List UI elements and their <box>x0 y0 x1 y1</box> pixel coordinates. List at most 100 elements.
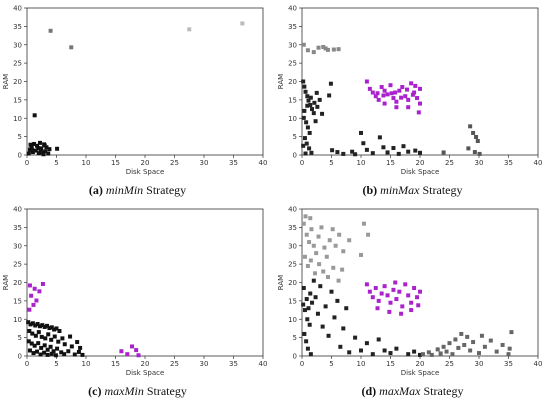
data-point <box>397 88 402 93</box>
data-point <box>308 352 313 357</box>
data-point <box>303 151 308 156</box>
data-point <box>361 141 366 146</box>
data-point <box>506 352 511 357</box>
caption-strategy-name: maxMin <box>104 384 144 398</box>
data-point <box>435 347 440 352</box>
data-point <box>316 45 321 50</box>
data-point <box>310 300 315 305</box>
x-tick-label: 5 <box>329 360 333 368</box>
data-point <box>301 115 306 120</box>
data-point <box>31 302 36 307</box>
data-point <box>359 348 363 353</box>
data-point <box>479 333 484 338</box>
data-point <box>45 323 50 328</box>
y-tick-label: 40 <box>13 206 22 214</box>
x-tick-label: 30 <box>200 360 209 368</box>
scatter-plot-b: 0 5 10 15 20 25 30 35 40 0 5 10 15 20 25 30 35 40 Disk Spa… <box>277 5 542 177</box>
chart-panel-a: 0 5 10 15 20 25 30 35 40 0 5 10 15 20 25 30 35 40 Disk Spa… <box>0 0 275 201</box>
data-point <box>344 306 349 311</box>
x-tick-label: 25 <box>170 360 179 368</box>
y-tick-label: 15 <box>13 96 22 104</box>
data-point <box>456 345 461 350</box>
data-point <box>393 90 398 95</box>
x-tick-label: 35 <box>229 159 238 167</box>
data-point <box>36 146 41 151</box>
data-point <box>477 151 482 156</box>
x-tick-label: 10 <box>82 159 91 167</box>
data-point <box>314 251 319 256</box>
data-point <box>46 332 51 337</box>
data-point <box>426 350 431 355</box>
data-point <box>47 326 52 331</box>
data-point <box>53 353 58 358</box>
y-tick-label: 10 <box>13 115 22 123</box>
data-point <box>406 352 411 357</box>
data-point <box>385 293 390 298</box>
data-point <box>303 214 308 219</box>
x-tick-label: 5 <box>54 159 58 167</box>
caption-b: (b) minMax Strategy <box>275 183 550 198</box>
data-point <box>347 350 352 355</box>
data-point <box>379 291 384 296</box>
y-tick-label: 25 <box>288 261 297 269</box>
x-tick-label: 40 <box>259 159 268 167</box>
data-point <box>418 352 422 357</box>
data-point <box>331 47 336 52</box>
data-point <box>393 280 398 285</box>
data-point <box>59 350 64 355</box>
data-point <box>311 111 316 116</box>
data-point <box>30 331 35 336</box>
y-tick-label: 15 <box>288 297 297 305</box>
y-tick-label: 0 <box>18 353 22 361</box>
data-point <box>382 101 387 106</box>
data-point <box>35 349 40 354</box>
data-point <box>447 341 452 346</box>
y-tick-label: 40 <box>288 206 297 214</box>
x-tick-label: 30 <box>200 159 209 167</box>
data-point <box>309 150 314 155</box>
data-point <box>305 48 310 53</box>
data-point <box>27 147 32 152</box>
data-point <box>337 232 342 237</box>
caption-tag: (b) <box>362 183 378 197</box>
data-point <box>40 281 45 286</box>
data-point <box>319 225 324 230</box>
data-point <box>304 120 309 125</box>
data-point <box>55 346 60 351</box>
y-tick-label: 20 <box>288 78 297 86</box>
caption-tag: (c) <box>88 384 102 398</box>
data-point <box>240 21 245 26</box>
data-point <box>136 353 141 358</box>
y-tick-label: 15 <box>13 297 22 305</box>
data-point <box>331 265 336 270</box>
data-point <box>364 282 369 287</box>
data-point <box>406 149 411 154</box>
data-point <box>301 286 306 291</box>
y-tick-label: 30 <box>288 41 297 49</box>
data-point <box>317 97 322 102</box>
data-point <box>412 90 417 95</box>
data-point <box>302 331 307 336</box>
data-point <box>509 330 514 335</box>
caption-tag: (a) <box>88 183 103 197</box>
data-point <box>413 83 418 88</box>
data-point <box>336 278 341 283</box>
data-point <box>35 322 40 327</box>
data-point <box>308 258 313 263</box>
data-point <box>396 151 401 156</box>
x-tick-label: 0 <box>300 360 304 368</box>
data-point <box>35 143 40 148</box>
data-point <box>30 321 35 326</box>
data-point <box>450 352 455 357</box>
data-point <box>308 216 313 221</box>
y-axis-label: RAM <box>277 74 285 89</box>
data-point <box>400 304 405 309</box>
y-tick-label: 35 <box>288 23 297 31</box>
data-point <box>333 243 338 248</box>
data-point <box>381 145 386 150</box>
data-point <box>472 150 477 155</box>
data-point <box>341 326 346 331</box>
data-point <box>36 330 41 335</box>
data-point <box>441 150 446 155</box>
caption-strategy-name: minMax <box>380 183 420 197</box>
